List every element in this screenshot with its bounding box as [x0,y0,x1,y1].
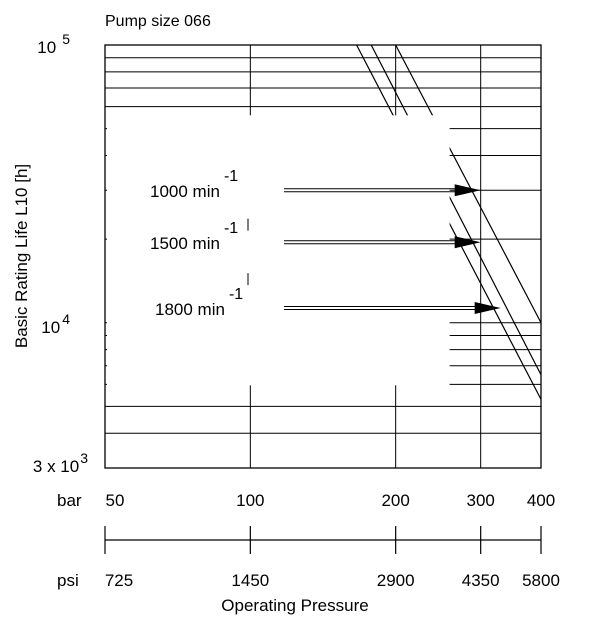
x-tick-label-psi: 5800 [522,571,560,590]
x-tick-label-psi: 2900 [377,571,415,590]
series-label: 1500 min-1 [150,220,238,253]
arrow-head [474,302,501,315]
series-label-exponent: -1 [224,220,238,237]
arrow-head [454,184,481,197]
series-line [370,44,542,376]
y-tick-bottom-exp: 3 [80,450,88,466]
x-axis-scales: 50 725 100 1450 200 2900 300 4350 400 5800 [104,491,560,590]
series-label-name: 1500 min [150,234,220,253]
series-label-name: 1800 min [155,300,225,319]
x-tick-label-psi: 1450 [231,571,269,590]
x-tick-label-bar: 100 [236,491,264,510]
chart-title: Pump size 066 [105,13,211,30]
y-tick-top-exp: 5 [62,31,70,47]
series-label: 1800 min-1 [155,286,243,319]
x-tick-label-bar: 300 [466,491,494,510]
x-unit-bar: bar [57,491,82,510]
x-tick-label-psi: 4350 [462,571,500,590]
y-tick-top-base: 10 [37,38,56,57]
x-tick-label-bar: 200 [381,491,409,510]
y-tick-mid-exp: 4 [62,311,70,327]
series-label-name: 1000 min [150,182,220,201]
y-tick-label-top: 10 5 [37,31,70,57]
arrow-head [454,236,481,249]
x-tick-label-bar: 50 [106,491,125,510]
x-axis-label: Operating Pressure [221,596,368,615]
series-label: 1000 min-1 [150,168,238,201]
label-area-background [107,115,450,386]
plot-area [104,44,542,469]
x-tick-label-psi: 725 [105,571,133,590]
x-tick-label-bar: 400 [527,491,555,510]
series-label-exponent: -1 [229,286,243,303]
y-tick-bottom-base: 3 x 10 [33,457,79,476]
series-line [395,44,542,324]
y-tick-label-mid: 10 4 [41,311,70,337]
series-label-exponent: -1 [224,168,238,185]
y-tick-label-bottom: 3 x 103 [33,450,88,476]
x-unit-psi: psi [57,571,79,590]
y-tick-mid-base: 10 [41,318,60,337]
y-axis-label: Basic Rating Life L10 [h] [12,164,31,348]
